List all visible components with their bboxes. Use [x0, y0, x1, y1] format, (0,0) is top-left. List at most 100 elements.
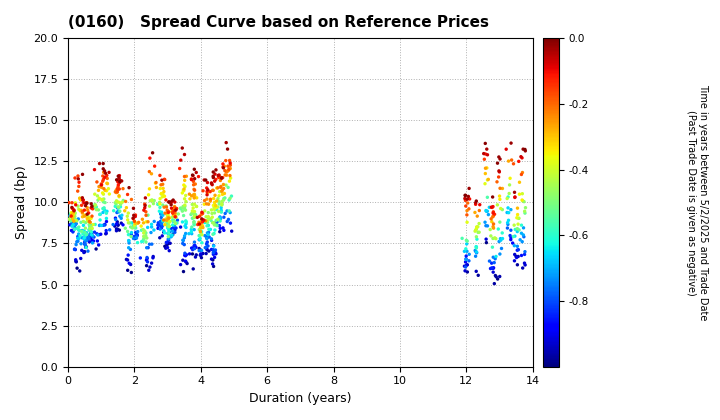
Point: [102, 208, 113, 215]
Point: [170, 220, 181, 227]
Point: [201, 185, 212, 192]
Point: [157, 191, 168, 197]
Point: [497, 185, 508, 192]
Point: [114, 177, 126, 184]
Point: [162, 244, 174, 251]
Point: [189, 221, 200, 228]
Point: [179, 250, 191, 257]
Point: [503, 205, 514, 211]
Point: [487, 225, 499, 231]
Point: [69, 222, 81, 229]
Point: [199, 207, 210, 214]
Point: [141, 262, 153, 269]
Point: [129, 218, 140, 225]
Point: [166, 205, 177, 212]
Point: [204, 188, 216, 195]
Point: [513, 158, 524, 165]
Point: [189, 191, 200, 198]
Point: [169, 227, 181, 234]
Point: [189, 244, 200, 251]
Point: [213, 198, 225, 205]
Point: [78, 234, 90, 241]
Point: [104, 226, 115, 233]
Point: [83, 232, 94, 239]
Point: [130, 213, 141, 220]
Point: [91, 238, 103, 244]
Point: [80, 202, 91, 209]
Point: [464, 196, 475, 202]
Point: [509, 257, 521, 264]
Point: [154, 226, 166, 232]
Point: [69, 175, 81, 181]
Point: [206, 180, 217, 186]
Point: [494, 219, 505, 226]
Point: [226, 228, 238, 234]
Point: [211, 222, 222, 229]
Point: [72, 233, 84, 240]
Point: [194, 236, 205, 243]
Point: [71, 258, 82, 265]
Point: [110, 200, 122, 207]
Point: [112, 199, 123, 205]
Point: [154, 200, 166, 207]
Point: [68, 218, 80, 224]
Point: [161, 204, 172, 210]
Point: [215, 204, 227, 211]
Point: [180, 259, 192, 265]
Point: [84, 219, 96, 226]
Point: [111, 226, 122, 232]
Point: [471, 244, 482, 251]
Point: [179, 183, 191, 190]
Point: [94, 211, 106, 218]
Point: [72, 173, 84, 179]
Point: [519, 248, 531, 255]
Point: [461, 212, 472, 218]
Point: [157, 202, 168, 208]
Point: [220, 171, 231, 178]
Point: [140, 232, 151, 239]
Point: [117, 197, 129, 204]
Point: [218, 197, 230, 203]
Point: [109, 223, 120, 229]
Point: [189, 212, 200, 219]
Point: [201, 235, 212, 242]
Point: [204, 226, 216, 233]
Point: [144, 186, 156, 192]
Point: [163, 217, 174, 224]
Point: [179, 202, 191, 208]
Point: [163, 222, 174, 229]
Point: [221, 168, 233, 175]
Point: [482, 223, 493, 229]
Point: [207, 219, 218, 226]
Point: [479, 156, 490, 163]
Point: [195, 251, 207, 258]
Y-axis label: Time in years between 5/2/2025 and Trade Date
(Past Trade Date is given as negat: Time in years between 5/2/2025 and Trade…: [686, 84, 708, 320]
Point: [73, 183, 84, 190]
Point: [487, 194, 498, 200]
Point: [94, 183, 106, 190]
Point: [158, 176, 170, 183]
Point: [137, 216, 148, 223]
Point: [486, 260, 498, 267]
Point: [67, 220, 78, 227]
Point: [140, 208, 152, 215]
Point: [68, 246, 80, 253]
Point: [474, 201, 485, 208]
Point: [77, 171, 89, 178]
Point: [196, 255, 207, 261]
Point: [190, 211, 202, 218]
Point: [84, 223, 96, 230]
Point: [84, 215, 95, 221]
Point: [462, 261, 473, 268]
Point: [86, 228, 97, 235]
Point: [200, 213, 212, 220]
Point: [516, 153, 527, 160]
Point: [104, 191, 115, 197]
Point: [125, 220, 136, 226]
Point: [188, 219, 199, 226]
Point: [178, 187, 189, 194]
Point: [85, 222, 96, 229]
Point: [487, 203, 499, 210]
Point: [163, 214, 175, 221]
Point: [163, 227, 175, 234]
